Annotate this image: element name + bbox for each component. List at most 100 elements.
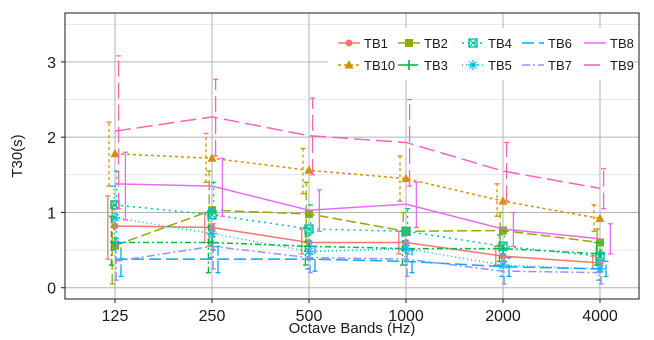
series-tb8 [114,151,613,255]
marker-shape [304,165,314,174]
marker-shape [304,224,314,234]
series-line [114,209,601,247]
legend-item-tb2: TB2 [398,36,448,51]
legend-label: TB3 [424,58,448,73]
marker-shape [345,39,353,47]
marker-shape [110,212,120,223]
legend-key-marker [344,60,354,69]
error-bar [316,189,322,232]
marker-shape [110,200,120,210]
error-bar [407,98,413,187]
legend-item-tb7: TB7 [522,58,572,73]
series-line [115,258,601,270]
legend-item-tb9: TB9 [584,58,634,73]
data-point [111,222,119,230]
series-line [114,116,601,190]
x-tick-label: 4000 [582,308,618,325]
error-bar [105,195,111,260]
legend-item-tb3: TB3 [398,58,448,73]
legend-key-marker [468,60,478,70]
marker-shape [468,60,478,70]
marker-shape [405,39,413,47]
legend-item-tb6: TB6 [522,36,572,51]
error-bar [300,147,306,195]
data-point [207,153,217,162]
marker-shape [498,241,508,251]
error-bar [603,260,609,278]
data-point [304,246,314,257]
series-lines [105,55,613,285]
error-bar [213,78,219,157]
series-tb10 [106,121,605,232]
legend: TB1 TB10 TB2 TB3 TB4 TB5 TB6 TB7 TB8 TB9 [328,28,634,80]
marker-shape [207,210,217,220]
marker-shape [344,60,354,69]
error-bar [413,181,419,229]
error-bar [499,253,505,278]
data-point [498,241,508,252]
error-bar [494,183,500,217]
error-bar [118,241,124,278]
legend-label: TB9 [610,58,634,73]
legend-label: TB2 [424,36,448,51]
data-point [498,260,508,271]
data-point [110,212,120,223]
marker-shape [110,148,120,158]
marker-shape [468,38,478,48]
error-bar [116,55,122,210]
marker-shape [401,173,411,183]
marker-shape [401,226,411,236]
error-bar [111,185,117,251]
x-tick-label: 2000 [485,308,521,325]
marker-shape [305,209,313,218]
y-tick-label: 1 [47,205,56,222]
series-line [114,225,601,264]
legend-item-tb8: TB8 [584,36,634,51]
data-point [110,148,120,158]
legend-key-marker [405,39,413,47]
y-tick-label: 2 [47,130,56,147]
data-point [305,209,313,218]
data-point [304,165,314,174]
marker-shape [595,213,605,222]
marker-shape [498,196,508,205]
series-tb9 [114,55,607,210]
marker-shape [498,260,508,271]
series-tb7 [113,223,604,285]
series-tb6 [115,241,609,278]
marker-shape [207,210,217,220]
legend-label: TB10 [364,58,395,73]
data-point [304,224,314,234]
marker-shape [404,60,414,70]
marker-shape [207,228,217,239]
error-bar [397,155,403,202]
series-line [115,241,601,255]
x-tick-label: 250 [199,308,226,325]
error-bar [601,168,607,210]
marker-shape [498,241,508,252]
legend-item-tb4: TB4 [462,36,512,51]
plot-border [64,12,640,300]
marker-shape [595,251,605,261]
data-point [595,213,605,222]
legend-label: TB7 [548,58,572,73]
data-point [401,243,411,254]
legend-key-marker [468,38,478,48]
legend-label: TB4 [488,36,512,51]
error-bar [593,241,599,266]
marker-shape [111,222,119,230]
error-bar [591,204,597,232]
series-line [114,245,601,274]
data-point [207,228,217,239]
axis-ticks: 0 1 2 3 125 250 500 1000 2000 4000 [47,55,618,325]
x-tick-label: 1000 [388,308,424,325]
error-bar [310,97,316,176]
marker-shape [401,243,411,254]
marker-shape [595,263,605,274]
data-point [498,196,508,205]
y-tick-label: 0 [47,281,56,298]
series-tb5 [110,185,605,281]
error-bar [307,241,313,274]
data-point [207,210,217,220]
